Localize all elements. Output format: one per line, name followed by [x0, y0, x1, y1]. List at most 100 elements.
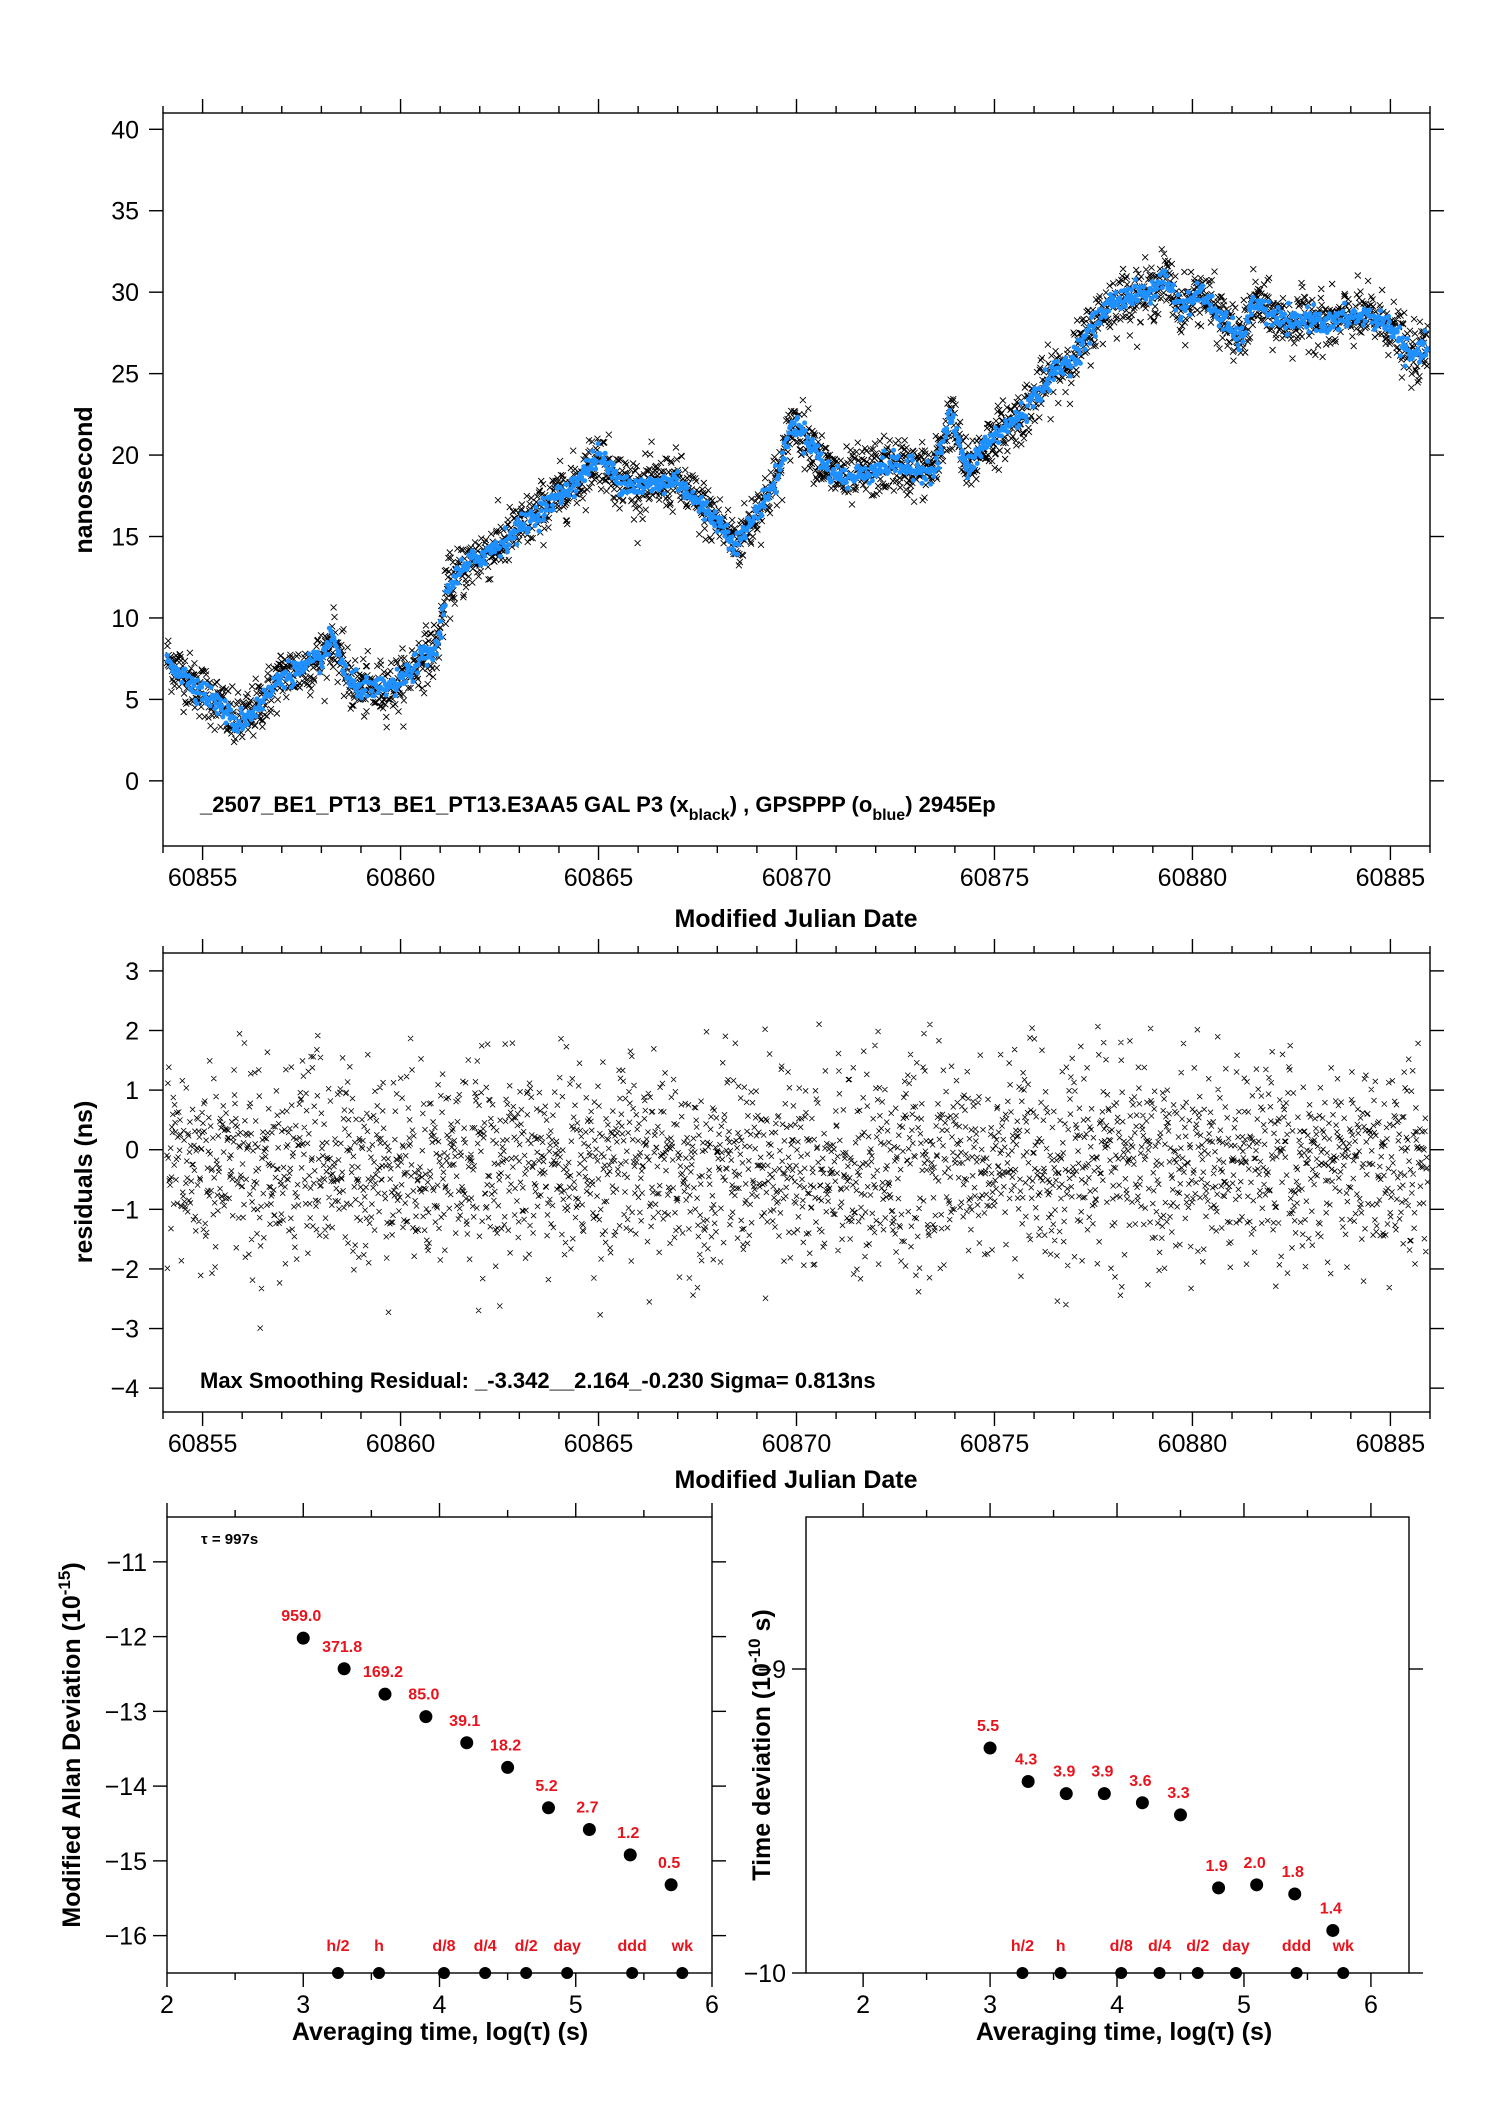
- tdev-point-label: 3.6: [1129, 1773, 1151, 1790]
- tdev-point-label: 5.5: [977, 1718, 999, 1735]
- tdev-marker: [1337, 1967, 1350, 1979]
- mdev-y-tick-label: −16: [105, 1923, 147, 1951]
- residuals-x-tick-label: 60860: [366, 1430, 436, 1458]
- tdev-frame: [805, 1516, 1410, 1974]
- tdev-point-label: 1.9: [1205, 1858, 1227, 1875]
- mdev-point: [582, 1822, 596, 1836]
- timeseries-ylabel: nanosecond: [70, 406, 98, 553]
- timeseries-x-tick-label: 60855: [168, 864, 238, 892]
- mdev-x-tick-label: 2: [160, 1991, 174, 2019]
- tdev-point-label: 3.9: [1053, 1764, 1075, 1781]
- tdev-point: [1097, 1787, 1111, 1801]
- residuals-axes: 60855 60860 60865 60870 60875 60880 60885 −4 −3 −…: [110, 939, 1444, 1458]
- mdev-marker: [676, 1967, 689, 1979]
- mdev-marker-label: d/2: [515, 1938, 538, 1955]
- tdev-marker: [1054, 1967, 1067, 1979]
- tdev-point: [1135, 1796, 1149, 1810]
- mdev-y-tick-label: −13: [105, 1698, 147, 1726]
- mdev-point: [378, 1687, 392, 1701]
- residuals-x-tick-label: 60870: [762, 1430, 832, 1458]
- tdev-point: [1288, 1887, 1302, 1901]
- tdev-marker-label: day: [1222, 1938, 1250, 1955]
- residuals-xlabel: Modified Julian Date: [674, 1466, 917, 1494]
- mdev-x-tick-label: 5: [569, 1991, 583, 2019]
- mdev-marker: [561, 1967, 574, 1979]
- timeseries-axes: 60855 60860 60865 60870 60875 60880 60885 0 5 10 1…: [111, 99, 1444, 892]
- mdev-point: [337, 1662, 351, 1676]
- mdev-marker-label: h: [374, 1938, 384, 1955]
- tdev-panel: 2 3 4 5 6 −10 −9 5.5 4.3 3.9 3.9 3.6 3.3 1.9 2.0 1.8 1.…: [744, 1503, 1423, 2046]
- mdev-point: [623, 1848, 637, 1862]
- tdev-x-tick-label: 6: [1364, 1991, 1378, 2019]
- tdev-marker: [1016, 1967, 1029, 1979]
- tdev-marker-label: d/2: [1186, 1938, 1209, 1955]
- tdev-point: [983, 1741, 997, 1755]
- tdev-marker-label: wk: [1332, 1938, 1354, 1955]
- residuals-y-tick-label: −4: [110, 1375, 139, 1403]
- timeseries-x-tick-label: 60860: [366, 864, 436, 892]
- mdev-ylabel: Modified Allan Deviation (10-15): [55, 1562, 86, 1927]
- tdev-marker: [1229, 1967, 1242, 1979]
- tdev-y-tick-label: −10: [744, 1960, 786, 1988]
- tdev-marker: [1290, 1967, 1303, 1979]
- tdev-point-label: 1.8: [1282, 1864, 1304, 1881]
- residuals-y-tick-label: 0: [125, 1137, 139, 1165]
- timeseries-x-tick-label: 60880: [1158, 864, 1228, 892]
- timeseries-y-tick-label: 40: [111, 116, 139, 144]
- residuals-y-tick-label: −2: [110, 1256, 139, 1284]
- timeseries-y-tick-label: 0: [125, 768, 139, 796]
- residual-points: [164, 1021, 1431, 1331]
- mdev-marker: [437, 1967, 450, 1979]
- residuals-y-tick-label: 2: [125, 1017, 139, 1045]
- mdev-tau-note: τ = 997s: [201, 1531, 258, 1548]
- tdev-marker-label: h: [1056, 1938, 1066, 1955]
- mdev-marker: [626, 1967, 639, 1979]
- tdev-point-label: 4.3: [1015, 1751, 1037, 1768]
- residuals-y-tick-label: −3: [110, 1316, 139, 1344]
- mdev-point-label: 18.2: [490, 1737, 521, 1754]
- mdev-y-tick-label: −12: [105, 1624, 147, 1652]
- tdev-marker: [1191, 1967, 1204, 1979]
- mdev-point-label: 5.2: [535, 1778, 557, 1795]
- mdev-x-tick-label: 6: [705, 1991, 719, 2019]
- tdev-point: [1021, 1774, 1035, 1788]
- tdev-ylabel: Time deviation (10-10 s): [745, 1609, 776, 1880]
- mdev-point-label: 169.2: [363, 1664, 403, 1681]
- timeseries-y-tick-label: 5: [125, 686, 139, 714]
- timeseries-y-tick-label: 20: [111, 442, 139, 470]
- tdev-x-tick-label: 3: [983, 1991, 997, 2019]
- mdev-point: [501, 1760, 515, 1774]
- mdev-point-label: 2.7: [576, 1799, 598, 1816]
- tdev-marker-label: d/4: [1148, 1938, 1171, 1955]
- mdev-point: [419, 1710, 433, 1724]
- tdev-point: [1059, 1787, 1073, 1801]
- residuals-y-tick-label: −1: [110, 1196, 139, 1224]
- tdev-xlabel: Averaging time, log(τ) (s): [976, 2018, 1272, 2046]
- mdev-marker-label: d/4: [474, 1938, 497, 1955]
- residuals-y-tick-label: 3: [125, 958, 139, 986]
- mdev-x-tick-label: 3: [296, 1991, 310, 2019]
- timeseries-xlabel: Modified Julian Date: [674, 905, 917, 933]
- mdev-point-label: 85.0: [408, 1687, 439, 1704]
- tdev-point-label: 3.3: [1167, 1785, 1189, 1802]
- timeseries-panel: 60855 60860 60865 60870 60875 60880 60885 0 5 10 1…: [70, 99, 1444, 933]
- mdev-marker-label: h/2: [326, 1938, 349, 1955]
- mdev-x-tick-label: 4: [433, 1991, 447, 2019]
- tdev-point: [1173, 1808, 1187, 1822]
- residuals-x-tick-label: 60885: [1356, 1430, 1426, 1458]
- timeseries-y-tick-label: 10: [111, 605, 139, 633]
- mdev-marker-label: day: [553, 1938, 581, 1955]
- mdev-point: [460, 1736, 474, 1750]
- tdev-marker: [1153, 1967, 1166, 1979]
- tdev-x-tick-label: 2: [856, 1991, 870, 2019]
- mdev-y-tick-label: −14: [105, 1773, 148, 1801]
- mdev-point-label: 39.1: [449, 1713, 480, 1730]
- tdev-point: [1212, 1881, 1226, 1895]
- timeseries-x-tick-label: 60870: [762, 864, 832, 892]
- timeseries-y-tick-label: 30: [111, 279, 139, 307]
- residuals-x-tick-label: 60855: [168, 1430, 238, 1458]
- timeseries-frame: [162, 112, 1431, 847]
- tdev-marker-label: ddd: [1282, 1938, 1311, 1955]
